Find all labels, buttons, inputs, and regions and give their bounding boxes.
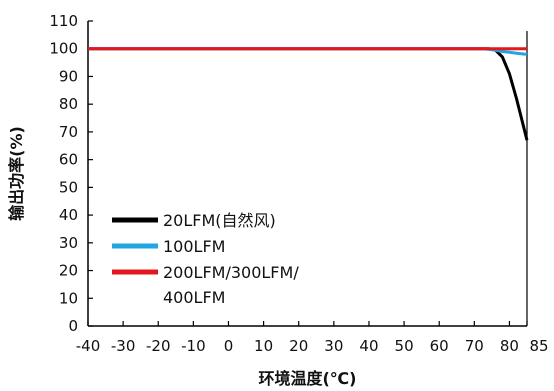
x-tick-label: -10 xyxy=(181,337,206,355)
y-tick-label: 110 xyxy=(49,12,78,30)
y-tick-label: 0 xyxy=(68,317,78,335)
y-tick-label: 40 xyxy=(59,206,78,224)
y-tick-label: 20 xyxy=(59,262,78,280)
x-tick-label: -20 xyxy=(146,337,171,355)
x-tick-label: 85 xyxy=(529,337,548,355)
y-tick-label: 100 xyxy=(49,40,78,58)
legend-label-3: 200LFM/300LFM/ xyxy=(163,263,299,282)
x-tick-label: 40 xyxy=(359,337,378,355)
y-tick-label: 70 xyxy=(59,123,78,141)
x-tick-label: 10 xyxy=(254,337,273,355)
series-lines xyxy=(88,47,529,141)
y-tick-label: 10 xyxy=(59,289,78,307)
x-tick-label: 0 xyxy=(224,337,234,355)
x-tick-label: 50 xyxy=(395,337,414,355)
x-tick-label: -40 xyxy=(76,337,101,355)
legend-label-1: 20LFM(自然风) xyxy=(163,211,276,230)
axes xyxy=(87,21,528,327)
y-tick-label: 90 xyxy=(59,67,78,85)
x-tick-label: 20 xyxy=(289,337,308,355)
y-tick-label: 50 xyxy=(59,178,78,196)
series-line-1 xyxy=(88,47,529,141)
y-axis-title: 输出功率(%) xyxy=(7,126,26,221)
x-tick-label: 70 xyxy=(465,337,484,355)
y-tick-label: 30 xyxy=(59,234,78,252)
x-tick-label: 80 xyxy=(500,337,519,355)
x-tick-label: 60 xyxy=(430,337,449,355)
x-axis-title: 环境温度(℃) xyxy=(258,369,356,387)
x-tick-label: 30 xyxy=(324,337,343,355)
legend: 20LFM(自然风) 100LFM 200LFM/300LFM/400LFM xyxy=(112,211,299,307)
legend-label-3: 400LFM xyxy=(163,288,225,307)
y-tick-label: 80 xyxy=(59,95,78,113)
x-tick-label: -30 xyxy=(111,337,136,355)
legend-label-2: 100LFM xyxy=(163,237,225,256)
tick-marks: 0 10 20 30 40 50 60 70 80 90 100 110 -40 -30 -20 -10 0 10… xyxy=(49,12,548,355)
y-tick-label: 60 xyxy=(59,151,78,169)
